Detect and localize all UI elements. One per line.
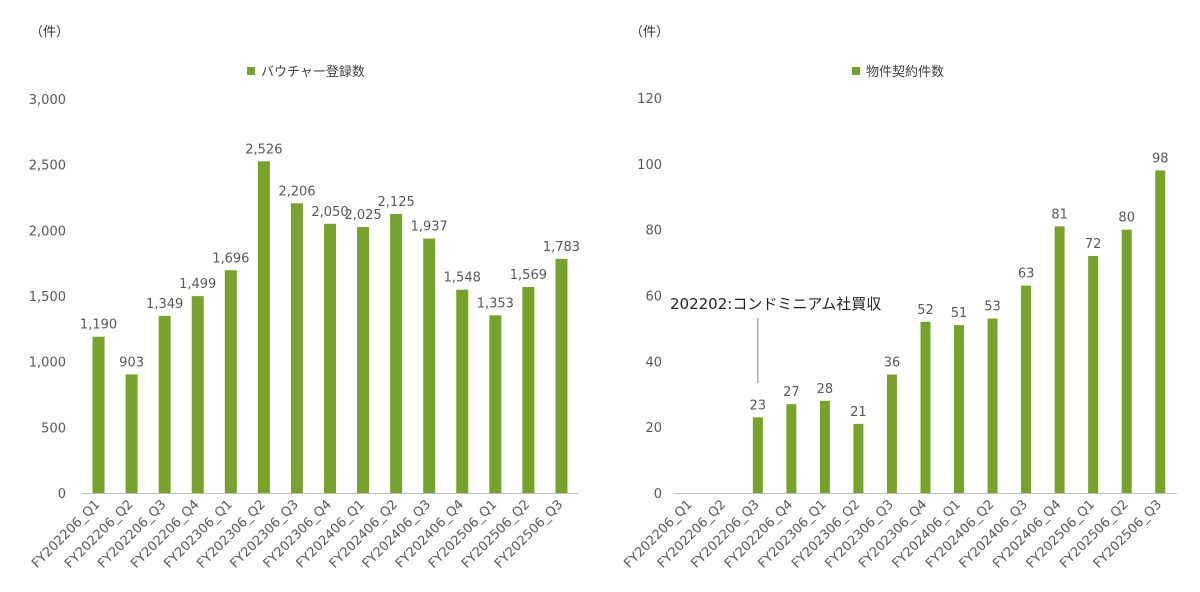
left-data-label: 2,125 <box>378 195 415 210</box>
right-bar <box>1054 226 1065 493</box>
right-data-label: 63 <box>1018 267 1035 282</box>
left-ytick-label: 3,000 <box>29 93 66 108</box>
left-bar <box>357 227 370 494</box>
right-bar <box>954 325 965 493</box>
right-bar <box>987 318 998 493</box>
left-data-label: 2,206 <box>278 184 315 199</box>
right-data-label: 72 <box>1085 237 1102 252</box>
left-bar <box>390 213 403 493</box>
right-ytick-label: 100 <box>637 158 662 173</box>
left-data-label: 1,349 <box>146 297 183 312</box>
right-ytick-label: 40 <box>645 355 662 370</box>
right-ytick-label: 80 <box>645 224 662 239</box>
left-data-label: 1,783 <box>543 240 580 255</box>
right-data-label: 27 <box>783 385 800 400</box>
left-bar-chart: 05001,0001,5002,0002,5003,0001,190FY2022… <box>29 93 580 572</box>
left-data-label: 1,548 <box>444 271 481 286</box>
right-bar <box>1155 170 1166 493</box>
left-bar <box>290 203 303 493</box>
left-data-label: 2,050 <box>311 205 348 220</box>
left-bar <box>191 296 204 493</box>
left-data-label: 1,353 <box>477 296 514 311</box>
right-data-label: 53 <box>984 300 1001 315</box>
right-data-label: 81 <box>1051 207 1068 222</box>
left-chart-panel: （件） バウチャー登録数 0 500 1,000 1,500 2,000 2,500 3,0… <box>29 25 580 572</box>
right-bar <box>752 417 763 493</box>
left-bar <box>423 238 436 493</box>
left-unit-label: （件） <box>30 25 70 40</box>
right-bar <box>1121 229 1132 493</box>
left-ytick-label: 500 <box>41 421 66 436</box>
left-bar <box>555 258 568 493</box>
right-bar <box>1088 256 1099 493</box>
left-ytick-label: 2,000 <box>29 224 66 239</box>
left-legend-label: バウチャー登録数 <box>261 65 365 80</box>
left-data-label: 1,937 <box>411 220 448 235</box>
left-bar <box>224 270 237 493</box>
right-bar <box>1021 285 1032 493</box>
left-data-label: 2,526 <box>245 142 282 157</box>
left-data-label: 1,499 <box>179 277 216 292</box>
left-bar <box>257 161 270 493</box>
left-ytick-label: 1,000 <box>29 356 66 371</box>
right-annotation-text: 202202:コンドミニアム社買収 <box>670 295 881 313</box>
right-bar <box>920 321 931 493</box>
right-bar <box>886 374 897 493</box>
left-ytick-label: 0 <box>58 487 66 502</box>
right-data-label: 51 <box>951 306 968 321</box>
right-legend: 物件契約件数 <box>852 61 944 80</box>
right-bar <box>819 400 830 493</box>
left-ytick-label: 2,500 <box>29 159 66 174</box>
right-data-label: 80 <box>1118 211 1135 226</box>
left-bar <box>92 336 105 493</box>
right-chart-panel: （件） 物件契約件数 0 20 40 60 80 100 120 FY202206_Q1 FY2… <box>600 0 1200 592</box>
right-ytick-label: 20 <box>645 421 662 436</box>
left-data-label: 2,025 <box>344 208 381 223</box>
right-ytick-label: 0 <box>654 487 662 502</box>
right-legend-label: 物件契約件数 <box>866 65 945 80</box>
right-unit-label: （件） <box>630 25 670 40</box>
right-data-label: 21 <box>850 405 867 420</box>
left-data-label: 903 <box>119 355 144 370</box>
right-bar <box>786 404 797 493</box>
left-bar <box>522 286 535 493</box>
left-bar <box>456 289 469 493</box>
right-bar-chart: 020406080100120FY202206_Q1FY202206_Q223F… <box>621 92 1177 572</box>
right-data-label: 28 <box>817 382 834 397</box>
left-bar <box>158 315 171 493</box>
right-ytick-label: 60 <box>645 290 662 305</box>
right-ytick-label: 120 <box>637 92 662 107</box>
left-bar <box>489 315 502 493</box>
left-data-label: 1,569 <box>510 268 547 283</box>
left-legend: バウチャー登録数 <box>247 61 365 80</box>
right-data-label: 52 <box>917 303 934 318</box>
left-bar <box>324 223 336 493</box>
left-data-label: 1,696 <box>212 251 249 266</box>
right-data-label: 98 <box>1152 151 1169 166</box>
right-data-label: 23 <box>750 398 767 413</box>
right-legend-swatch <box>852 66 860 75</box>
left-data-label: 1,190 <box>80 318 117 333</box>
right-data-label: 36 <box>884 356 901 371</box>
left-legend-swatch <box>247 66 255 75</box>
right-bar <box>853 423 864 493</box>
left-bar <box>125 374 138 493</box>
left-ytick-label: 1,500 <box>29 290 66 305</box>
